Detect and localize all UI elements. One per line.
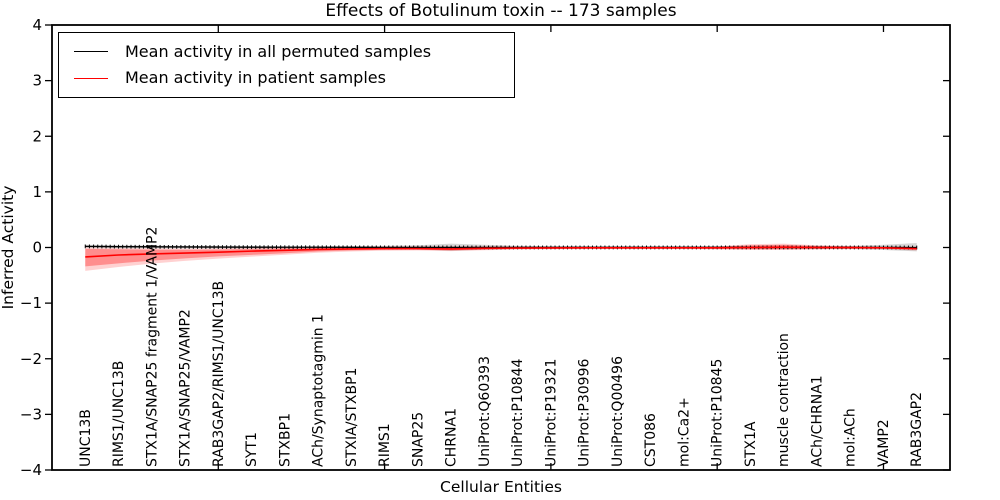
- x-category-label: UniProt:P10844: [510, 359, 526, 467]
- x-category-label: STX1A: [743, 421, 759, 467]
- x-category-label: UniProt:P30996: [577, 359, 593, 467]
- x-category-label: STXBP1: [277, 413, 293, 467]
- x-category-label: RIMS1/UNC13B: [111, 361, 127, 467]
- x-category-label: muscle contraction: [776, 333, 792, 467]
- y-axis-label: Inferred Activity: [0, 186, 17, 310]
- x-category-label: SNAP25: [410, 412, 426, 467]
- x-category-label: RIMS1: [377, 423, 393, 467]
- x-category-label: UniProt:Q00496: [610, 356, 626, 467]
- legend-label-permuted: Mean activity in all permuted samples: [125, 41, 432, 61]
- y-tick-label: 3: [32, 72, 42, 90]
- legend-item-permuted: Mean activity in all permuted samples: [74, 41, 514, 61]
- x-category-label: UNC13B: [78, 409, 94, 467]
- patient-line-swatch: [74, 77, 108, 79]
- x-category-label: VAMP2: [876, 419, 892, 467]
- x-category-label: ACh/Synaptotagmin 1: [311, 314, 327, 467]
- x-category-label: CST086: [643, 413, 659, 467]
- y-tick-label: 2: [32, 127, 42, 145]
- x-category-label: SYT1: [244, 432, 260, 467]
- permuted-line-swatch: [74, 51, 108, 53]
- x-category-label: mol:ACh: [843, 408, 859, 467]
- x-category-label: STX1A/SNAP25/VAMP2: [178, 309, 194, 467]
- x-category-label: STXIA/STXBP1: [344, 368, 360, 467]
- chart-title: Effects of Botulinum toxin -- 173 sample…: [325, 1, 676, 21]
- x-category-label: STX1A/SNAP25 fragment 1/VAMP2: [144, 227, 160, 467]
- y-tick-label: 0: [32, 239, 42, 257]
- y-tick-label: 1: [32, 183, 42, 201]
- legend: Mean activity in all permuted samples Me…: [58, 32, 515, 98]
- y-tick-label: −3: [20, 405, 42, 423]
- x-category-label: UniProt:P10845: [710, 359, 726, 467]
- x-category-label: RAB3GAP2: [909, 392, 925, 467]
- y-tick-label: 4: [32, 16, 42, 34]
- plot-generated-layer: 4 3 2 1 0 −1 −2 −3 −4 UNC13B RIMS1/UNC13B STX1A/SNA…: [20, 16, 951, 479]
- x-category-label: UniProt:Q60393: [477, 356, 493, 467]
- legend-item-patient: Mean activity in patient samples: [74, 70, 514, 86]
- y-tick-label: −2: [20, 350, 42, 368]
- x-category-label: RAB3GAP2/RIMS1/UNC13B: [211, 281, 227, 467]
- y-tick-label: −4: [20, 461, 42, 479]
- x-axis-label: Cellular Entities: [440, 478, 562, 496]
- legend-label-patient: Mean activity in patient samples: [125, 68, 386, 88]
- x-category-label: UniProt:P19321: [543, 359, 559, 467]
- x-category-label: ACh/CHRNA1: [809, 375, 825, 467]
- x-category-label: CHRNA1: [444, 408, 460, 467]
- patient-mean-line: [85, 246, 917, 258]
- y-tick-label: −1: [20, 294, 42, 312]
- x-category-label: mol:Ca2+: [676, 397, 692, 467]
